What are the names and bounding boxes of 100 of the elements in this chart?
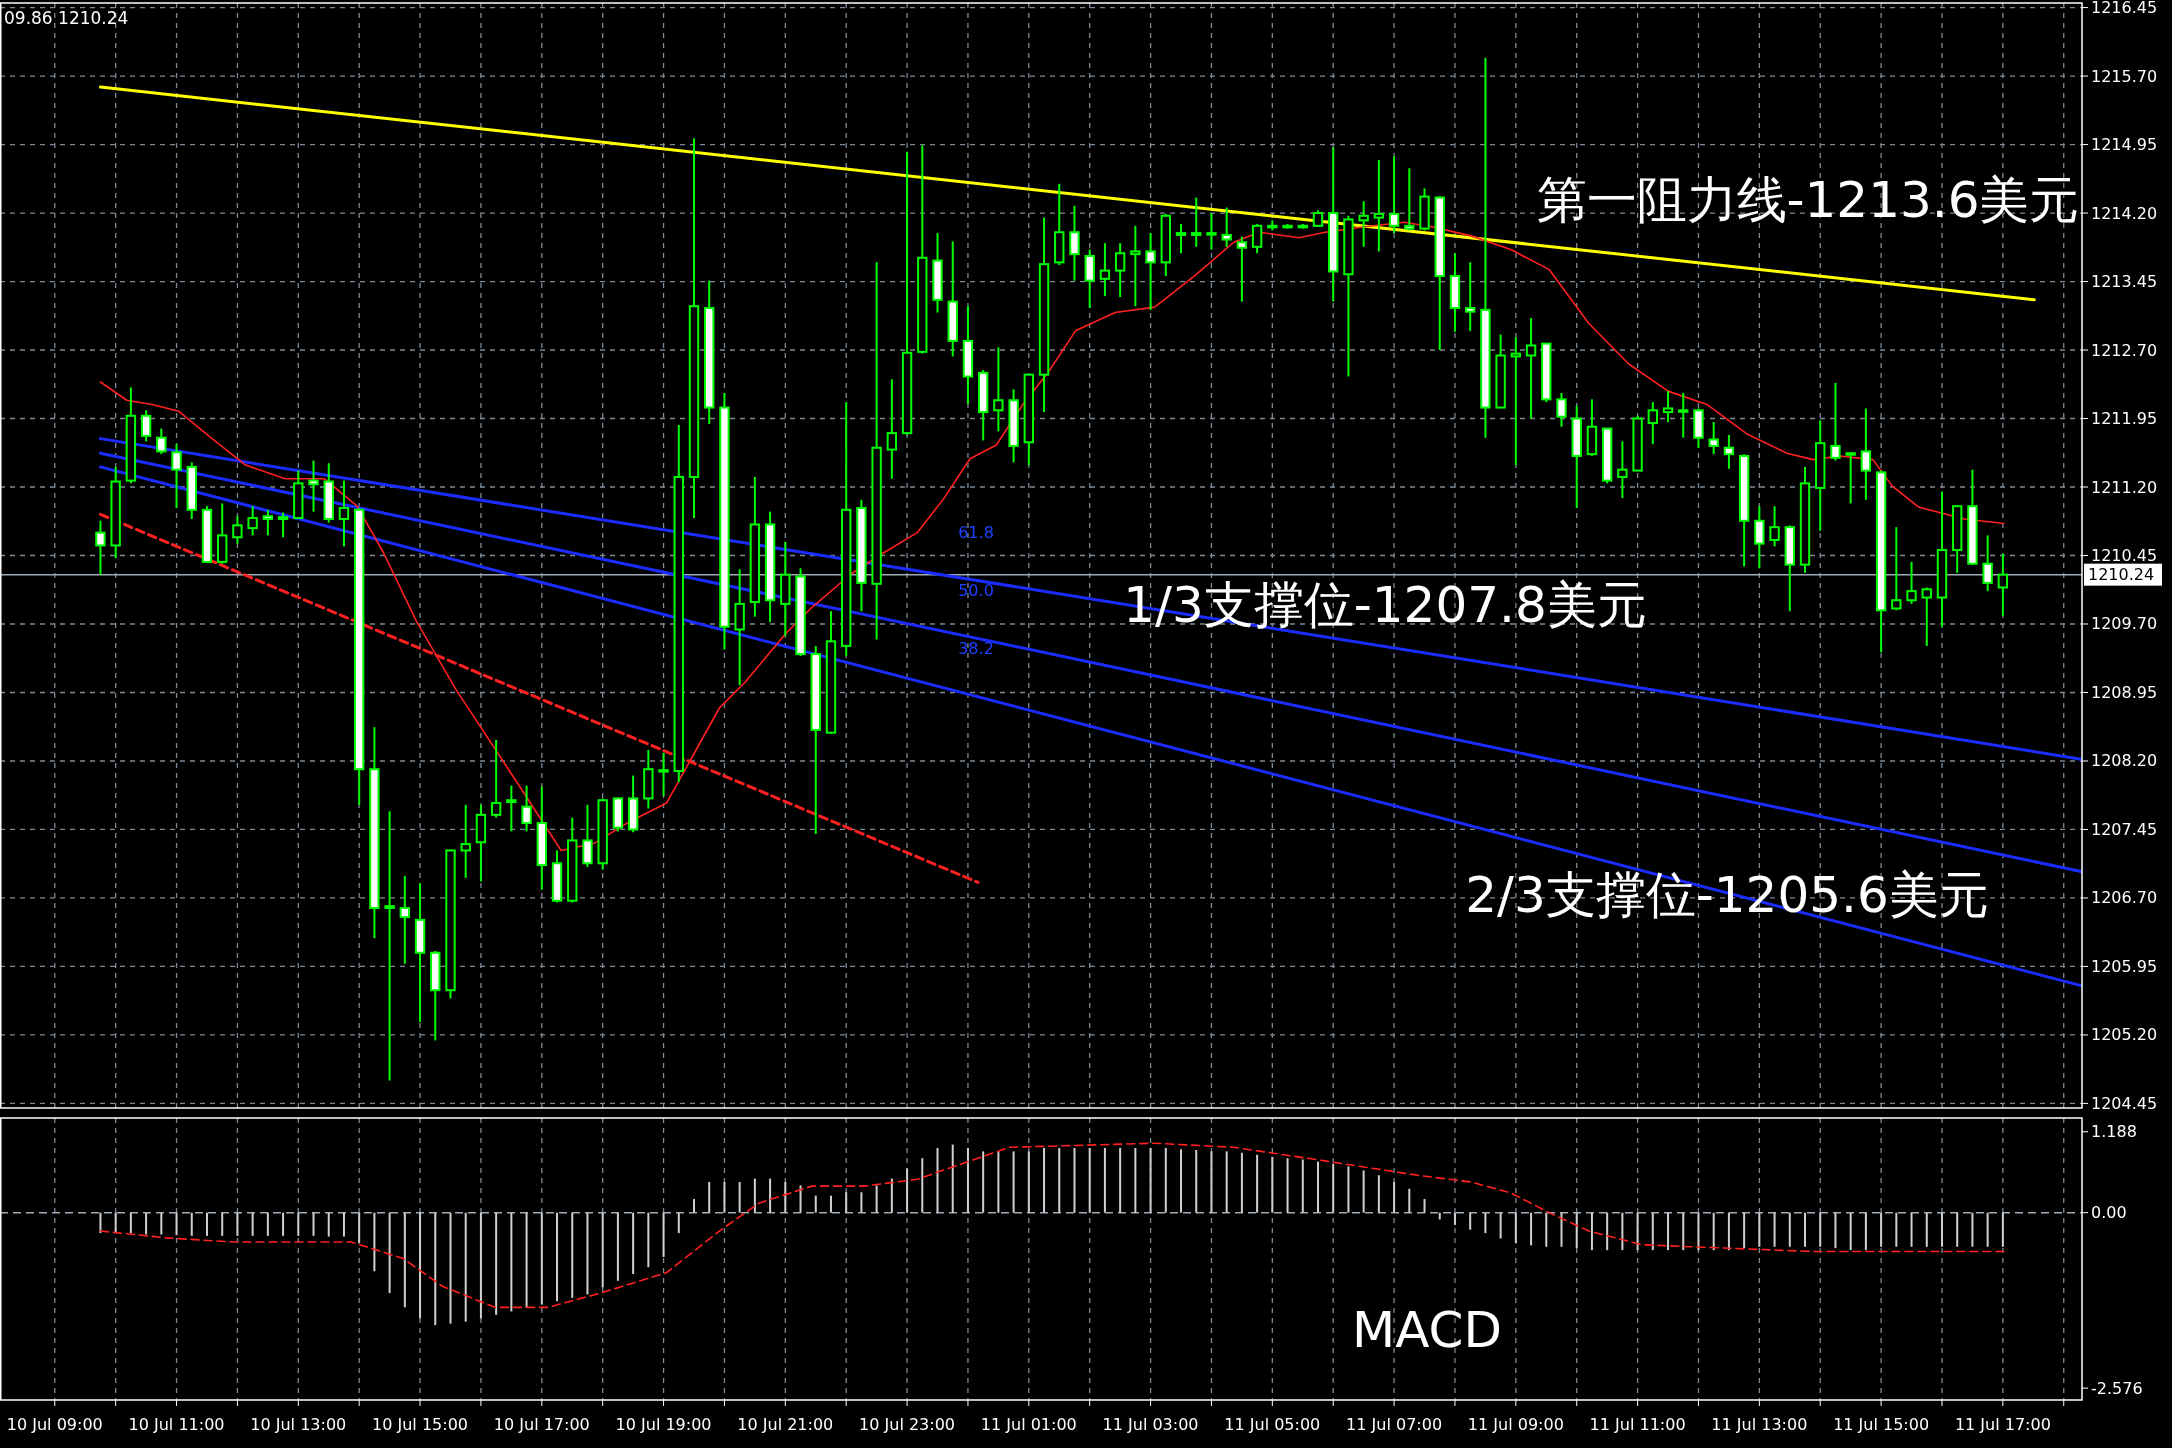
y-tick-label: -2.576	[2091, 1378, 2143, 1398]
candlestick	[1465, 261, 1476, 332]
bar	[1636, 1212, 1639, 1251]
candlestick	[384, 810, 395, 1082]
bar	[160, 1212, 163, 1235]
bar	[464, 1212, 467, 1322]
bar	[662, 1212, 665, 1257]
candlestick	[262, 508, 274, 537]
candlestick	[1206, 212, 1217, 251]
bar	[1910, 1212, 1913, 1247]
bar	[586, 1212, 589, 1295]
candlestick	[1175, 223, 1187, 255]
bar	[1530, 1212, 1533, 1246]
annotation: 第一阻力线-1213.6美元	[1536, 171, 2080, 229]
bar	[205, 1212, 208, 1236]
candlestick	[1114, 242, 1126, 299]
y-tick-label: 0.00	[2091, 1203, 2127, 1223]
bar	[1423, 1199, 1426, 1213]
candlestick	[1145, 232, 1156, 311]
bar	[1849, 1212, 1852, 1251]
y-tick-label: 1205.95	[2091, 956, 2158, 976]
y-tick-label: 1206.70	[2091, 888, 2158, 908]
bar	[1819, 1212, 1822, 1247]
bar	[1393, 1182, 1396, 1213]
bar	[936, 1147, 939, 1213]
bar	[175, 1212, 178, 1236]
candlestick	[1860, 407, 1872, 501]
bar	[282, 1212, 285, 1236]
y-tick-label: 1215.70	[2091, 66, 2158, 86]
bar	[647, 1212, 650, 1268]
bar	[1103, 1147, 1106, 1213]
bar	[1332, 1163, 1335, 1213]
y-tick-label: 1204.45	[2091, 1093, 2158, 1113]
candlestick	[1647, 401, 1658, 446]
x-tick-label: 10 Jul 15:00	[372, 1414, 469, 1434]
bar	[1453, 1212, 1456, 1225]
x-tick-label: 11 Jul 03:00	[1102, 1414, 1199, 1434]
bar	[1134, 1147, 1137, 1213]
candlestick	[1525, 317, 1537, 420]
candlestick	[1221, 206, 1232, 248]
bar	[1088, 1147, 1091, 1213]
bar	[1210, 1151, 1213, 1213]
candlestick	[1388, 155, 1400, 235]
bar	[784, 1182, 787, 1213]
bar	[373, 1212, 376, 1272]
candlestick	[140, 409, 152, 443]
bar	[1712, 1212, 1715, 1251]
candlestick	[1236, 235, 1248, 303]
annotation: 50.0	[958, 580, 994, 600]
bar	[875, 1185, 878, 1213]
x-tick-label: 11 Jul 07:00	[1346, 1414, 1443, 1434]
bar	[997, 1151, 1000, 1213]
bar	[571, 1212, 574, 1298]
y-tick-label: 1210.45	[2091, 546, 2158, 565]
x-tick-label: 11 Jul 09:00	[1467, 1414, 1564, 1434]
x-tick-label: 11 Jul 11:00	[1589, 1414, 1686, 1434]
x-tick-label: 11 Jul 13:00	[1711, 1414, 1808, 1434]
y-tick-label: 1216.45	[2091, 0, 2158, 18]
candlestick	[95, 519, 106, 576]
bar	[1377, 1175, 1380, 1213]
annotation: 38.2	[958, 638, 994, 658]
y-tick-label: 1205.20	[2091, 1025, 2158, 1045]
candlestick	[247, 505, 258, 537]
bar	[1621, 1212, 1624, 1251]
candlestick	[506, 784, 517, 833]
candlestick	[1723, 433, 1735, 470]
bar	[1971, 1212, 1974, 1247]
bar	[510, 1212, 513, 1312]
bar	[556, 1212, 559, 1302]
bar	[1986, 1212, 1989, 1247]
x-tick-label: 10 Jul 09:00	[6, 1414, 103, 1434]
bar	[114, 1212, 117, 1234]
bar	[190, 1212, 193, 1236]
bar	[632, 1212, 635, 1274]
bar	[1940, 1212, 1943, 1247]
bar	[966, 1147, 969, 1213]
candlestick	[1906, 560, 1917, 605]
bar	[434, 1212, 437, 1326]
bar	[753, 1178, 756, 1213]
x-tick-label: 10 Jul 23:00	[859, 1414, 956, 1434]
y-tick-label: 1208.95	[2091, 682, 2158, 702]
bar	[342, 1212, 345, 1237]
bar	[495, 1212, 498, 1315]
candlestick	[1069, 204, 1080, 282]
bar	[99, 1212, 102, 1234]
bar	[403, 1212, 406, 1308]
candlestick	[1708, 421, 1719, 456]
bar	[1925, 1212, 1928, 1247]
x-tick-label: 11 Jul 05:00	[1224, 1414, 1321, 1434]
x-tick-label: 11 Jul 17:00	[1954, 1414, 2051, 1434]
annotation: 09.86 1210.24	[4, 8, 129, 28]
candlestick	[1662, 390, 1674, 424]
bar	[951, 1144, 954, 1213]
candlestick	[521, 784, 532, 833]
bar	[1727, 1212, 1730, 1251]
bar	[1773, 1212, 1776, 1247]
x-tick-label: 10 Jul 19:00	[615, 1414, 712, 1434]
bar	[693, 1199, 695, 1213]
bar	[1347, 1166, 1350, 1213]
candlestick	[582, 803, 593, 868]
